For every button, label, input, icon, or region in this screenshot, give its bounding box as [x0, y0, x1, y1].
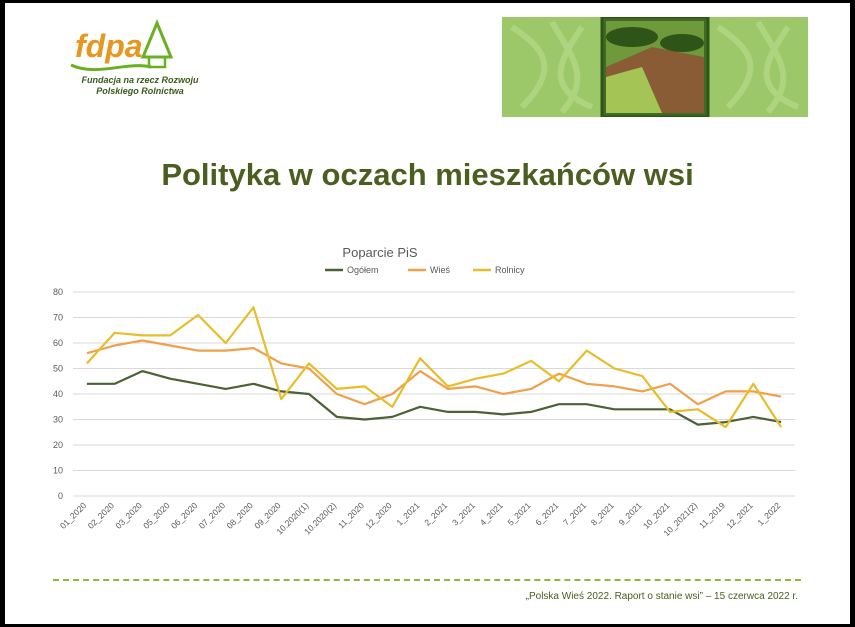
x-axis: 01_202002_202003_202005_202006_202007_20…: [58, 500, 783, 538]
logo-graphic: fdpa: [70, 19, 174, 72]
chart-legend: Ogółem Wieś Rolnicy: [325, 265, 525, 275]
y-tick-label: 60: [53, 338, 63, 348]
x-tick-label: 01_2020: [58, 500, 89, 531]
fdpa-logo: fdpa Fundacja na rzecz Rozwoju Polskiego…: [67, 17, 207, 117]
x-tick-label: 4_2021: [478, 500, 505, 527]
series-line-1: [86, 339, 782, 406]
y-tick-label: 20: [53, 440, 63, 450]
series-line-0: [86, 370, 782, 426]
chart-title: Poparcie PiS: [342, 245, 417, 260]
y-tick-label: 40: [53, 389, 63, 399]
x-tick-label: 12_2020: [363, 500, 394, 531]
x-tick-label: 8_2021: [589, 500, 616, 527]
x-tick-label: 02_2020: [86, 500, 117, 531]
y-axis: 0 10 20 30 40 50 60 70 80: [53, 287, 63, 501]
legend-label-0: Ogółem: [347, 265, 379, 275]
y-tick-label: 30: [53, 415, 63, 425]
x-tick-label: 11_2020: [336, 500, 366, 530]
footer-separator: [53, 579, 801, 581]
x-tick-label: 03_2020: [113, 500, 144, 531]
chart-series: [86, 306, 783, 429]
banner-image: [502, 15, 808, 119]
legend-label-2: Rolnicy: [495, 265, 525, 275]
x-tick-label: 1_2022: [755, 500, 782, 527]
x-tick-label: 6_2021: [533, 500, 560, 527]
logo-subtitle: Fundacja na rzecz Rozwoju Polskiego Roln…: [81, 75, 199, 96]
x-tick-label: 05_2020: [141, 500, 172, 531]
x-tick-label: 3_2021: [450, 500, 477, 527]
x-tick-label: 2_2021: [422, 500, 449, 527]
slide-title: Polityka w oczach mieszkańców wsi: [161, 157, 694, 192]
legend-label-1: Wieś: [430, 265, 450, 275]
footer-text: „Polska Wieś 2022. Raport o stanie wsi” …: [525, 591, 798, 602]
x-tick-label: 11_2019: [697, 500, 727, 530]
y-tick-label: 0: [58, 491, 63, 501]
x-tick-label: 12_2021: [724, 500, 755, 531]
x-tick-label: 1_2021: [394, 500, 421, 527]
x-tick-label: 07_2020: [197, 500, 228, 531]
x-tick-label: 5_2021: [505, 500, 532, 527]
x-tick-label: 9_2021: [617, 500, 644, 527]
y-tick-label: 10: [53, 466, 63, 476]
series-line-2: [86, 306, 783, 429]
logo-text: fdpa: [75, 28, 143, 64]
y-tick-label: 80: [53, 287, 63, 297]
slide: fdpa Fundacja na rzecz Rozwoju Polskiego…: [5, 3, 850, 624]
chart-grid: [73, 291, 795, 497]
y-tick-label: 70: [53, 313, 63, 323]
x-tick-label: 08_2020: [224, 500, 255, 531]
y-tick-label: 50: [53, 364, 63, 374]
x-tick-label: 06_2020: [169, 500, 200, 531]
chart: Poparcie PiS Ogółem Wieś Rolnicy 0 10 20 30 40…: [53, 245, 795, 538]
x-tick-label: 7_2021: [561, 500, 588, 527]
